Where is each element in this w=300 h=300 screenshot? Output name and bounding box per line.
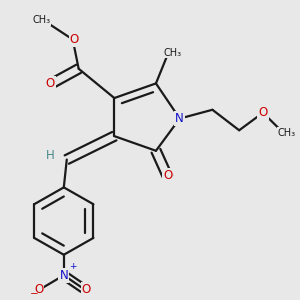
Text: CH₃: CH₃ — [32, 15, 51, 26]
Text: H: H — [46, 149, 55, 162]
Text: O: O — [163, 169, 172, 182]
Text: +: + — [69, 262, 77, 271]
Text: CH₃: CH₃ — [163, 48, 182, 58]
Text: N: N — [59, 269, 68, 282]
Text: CH₃: CH₃ — [278, 128, 296, 138]
Text: O: O — [46, 77, 55, 90]
Text: O: O — [258, 106, 268, 119]
Text: N: N — [175, 112, 184, 125]
Text: O: O — [82, 284, 91, 296]
Text: O: O — [34, 284, 43, 296]
Text: −: − — [30, 289, 38, 299]
Text: O: O — [70, 33, 79, 46]
